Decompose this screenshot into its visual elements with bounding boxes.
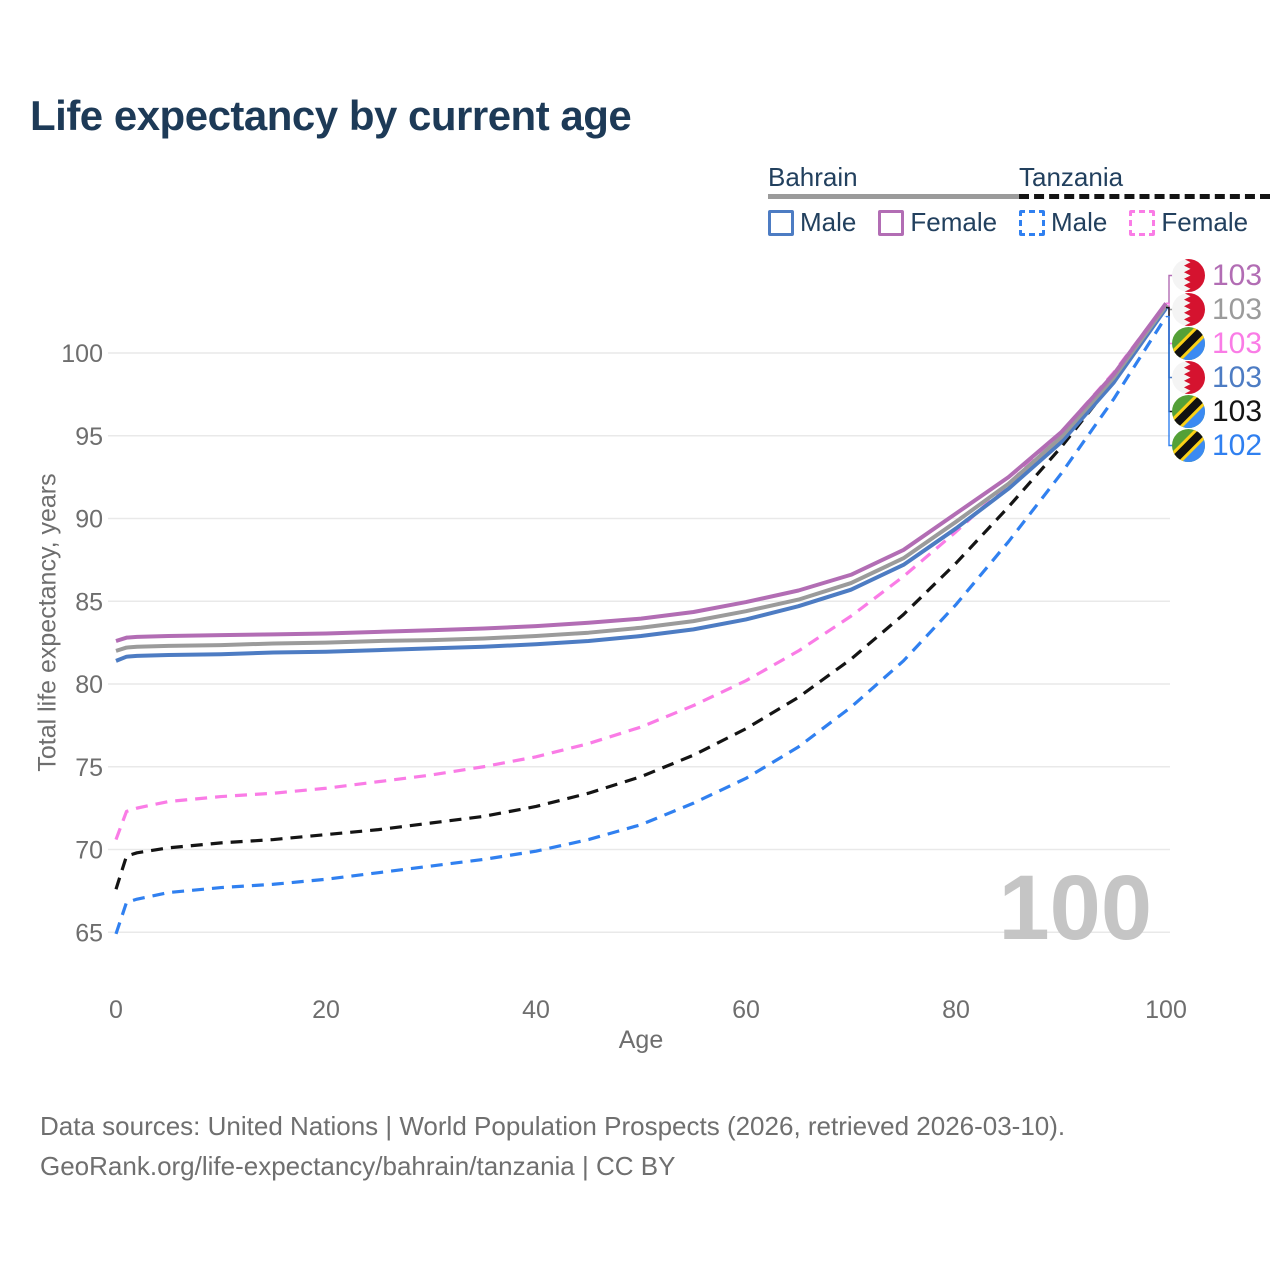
legend-label-bahrain-male: Male bbox=[800, 207, 857, 237]
legend-item-bahrain-male[interactable]: Male bbox=[768, 207, 856, 238]
tanzania-flag-icon bbox=[1172, 395, 1205, 428]
series-line-bahrain-male bbox=[115, 307, 1168, 663]
end-label-bahrain-all: 103 bbox=[1172, 293, 1262, 326]
legend-item-bahrain-female[interactable]: Female bbox=[878, 207, 997, 238]
bahrain-flag-icon bbox=[1172, 259, 1205, 292]
x-tick-label: 100 bbox=[1145, 996, 1187, 1024]
x-tick-label: 40 bbox=[522, 996, 550, 1024]
legend-item-tanzania-female[interactable]: Female bbox=[1129, 207, 1248, 238]
checkbox-tanzania-female bbox=[1129, 209, 1156, 236]
footer: Data sources: United Nations | World Pop… bbox=[40, 1106, 1065, 1186]
footer-attribution: GeoRank.org/life-expectancy/bahrain/tanz… bbox=[40, 1151, 676, 1181]
y-tick-label: 75 bbox=[75, 754, 103, 782]
age-watermark: 100 bbox=[998, 857, 1153, 959]
series-line-bahrain-female bbox=[115, 302, 1168, 643]
legend-line-style-bahrain bbox=[768, 194, 1020, 199]
bahrain-flag-icon bbox=[1172, 259, 1205, 292]
tanzania-flag-icon bbox=[1172, 327, 1205, 360]
y-tick-label: 90 bbox=[75, 506, 103, 534]
checkbox-bahrain-male bbox=[768, 209, 794, 236]
y-tick-label: 70 bbox=[75, 837, 103, 865]
tanzania-flag-icon bbox=[1172, 327, 1205, 360]
legend-country-bahrain: Bahrain bbox=[768, 162, 858, 192]
series-line-tanzania-all bbox=[114, 306, 1168, 890]
checkbox-bahrain-female bbox=[878, 209, 905, 236]
x-tick-label: 0 bbox=[109, 996, 123, 1024]
series-line-tanzania-male bbox=[114, 315, 1168, 935]
legend-item-tanzania-male[interactable]: Male bbox=[1019, 207, 1107, 238]
end-label-bahrain-male: 103 bbox=[1172, 361, 1262, 394]
y-tick-label: 95 bbox=[75, 423, 103, 451]
x-axis-title: Age bbox=[618, 1026, 664, 1054]
legend-group-tanzania: Tanzania Male Female bbox=[1019, 162, 1271, 238]
y-tick-label: 100 bbox=[61, 340, 103, 368]
y-tick-label: 85 bbox=[75, 588, 103, 616]
end-value: 103 bbox=[1212, 258, 1263, 292]
legend-label-tanzania-male: Male bbox=[1051, 207, 1108, 237]
checkbox-tanzania-male bbox=[1019, 209, 1045, 236]
x-tick-label: 20 bbox=[312, 996, 340, 1024]
legend-country-tanzania: Tanzania bbox=[1019, 162, 1124, 192]
y-axis-title: Total life expectancy, years bbox=[33, 473, 62, 772]
x-tick-label: 60 bbox=[732, 996, 760, 1024]
bahrain-flag-icon bbox=[1172, 293, 1205, 326]
end-value: 103 bbox=[1212, 292, 1263, 326]
bahrain-flag-icon bbox=[1172, 361, 1205, 394]
tanzania-flag-icon bbox=[1172, 429, 1205, 462]
page-title: Life expectancy by current age bbox=[30, 92, 632, 139]
tanzania-flag-icon bbox=[1172, 395, 1205, 428]
legend-line-style-tanzania bbox=[1019, 194, 1271, 199]
legend-label-bahrain-female: Female bbox=[910, 207, 998, 237]
legend-label-tanzania-female: Female bbox=[1161, 207, 1249, 237]
bahrain-flag-icon bbox=[1172, 293, 1205, 326]
bahrain-flag-icon bbox=[1172, 361, 1205, 394]
end-value: 102 bbox=[1212, 428, 1263, 462]
y-tick-label: 65 bbox=[75, 919, 103, 947]
end-value: 103 bbox=[1212, 360, 1263, 394]
end-label-tanzania-male: 102 bbox=[1172, 429, 1262, 462]
end-label-tanzania-female: 103 bbox=[1172, 327, 1262, 360]
series-line-bahrain-all bbox=[115, 304, 1168, 653]
end-value: 103 bbox=[1212, 326, 1263, 360]
end-label-bahrain-female: 103 bbox=[1172, 259, 1262, 292]
x-tick-label: 80 bbox=[942, 996, 970, 1024]
tanzania-flag-icon bbox=[1172, 429, 1205, 462]
end-label-tanzania-all: 103 bbox=[1172, 395, 1262, 428]
y-tick-label: 80 bbox=[75, 671, 103, 699]
end-value: 103 bbox=[1212, 394, 1263, 428]
legend-group-bahrain: Bahrain Male Female bbox=[768, 162, 1020, 238]
series-line-tanzania-female bbox=[114, 302, 1168, 841]
footer-sources: Data sources: United Nations | World Pop… bbox=[40, 1111, 1066, 1141]
